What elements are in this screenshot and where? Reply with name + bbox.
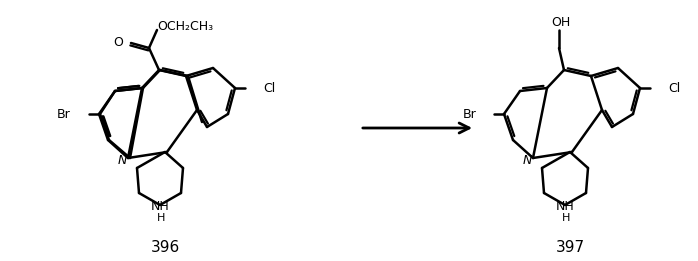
Text: N: N: [522, 153, 532, 167]
Text: O: O: [113, 37, 123, 50]
Text: Br: Br: [462, 108, 476, 121]
Text: Cl: Cl: [668, 81, 681, 94]
Text: 396: 396: [150, 240, 179, 256]
Text: OH: OH: [551, 15, 571, 28]
Text: N: N: [117, 153, 127, 167]
Text: NH: NH: [556, 200, 574, 213]
Text: H: H: [562, 213, 570, 223]
Text: Cl: Cl: [263, 81, 275, 94]
Text: OCH₂CH₃: OCH₂CH₃: [157, 21, 213, 33]
Text: 397: 397: [556, 240, 584, 256]
Text: Br: Br: [57, 108, 71, 121]
Text: H: H: [157, 213, 165, 223]
Text: NH: NH: [151, 200, 170, 213]
